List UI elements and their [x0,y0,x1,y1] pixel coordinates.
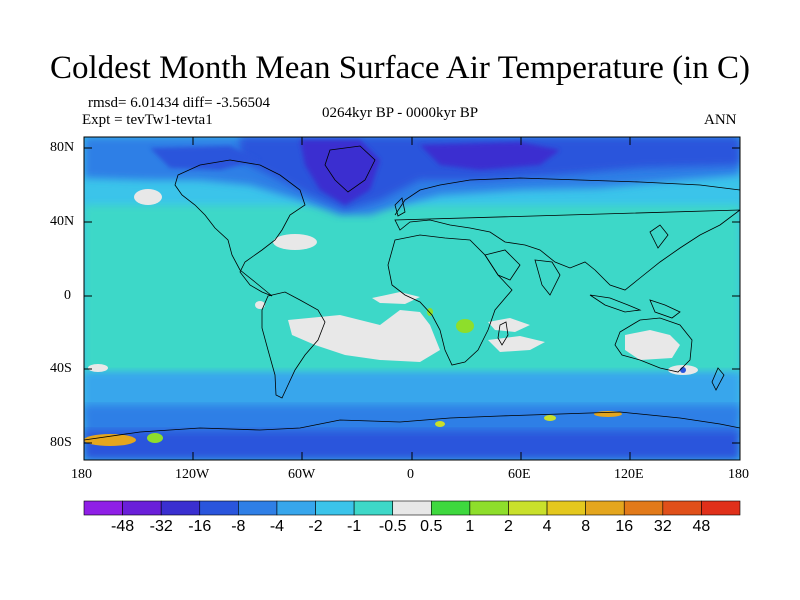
colorbar [83,500,741,516]
temperature-field [84,137,740,460]
colorbar-swatch [276,500,316,516]
lon-label-180e: 180 [728,467,749,482]
colorbar-swatch [508,500,548,516]
colorbar-swatch [122,500,162,516]
colorbar-label: 4 [542,518,552,535]
lat-label-equator: 0 [64,288,71,303]
period-text: 0264kyr BP - 0000kyr BP [322,105,479,121]
plot-title: Coldest Month Mean Surface Air Temperatu… [50,50,750,86]
colorbar-swatch [238,500,278,516]
rmsd-diff-text: rmsd= 6.01434 diff= -3.56504 [88,95,271,111]
colorbar-swatch [353,500,394,516]
lat-label-40n: 40N [50,214,75,229]
colorbar-label: 1 [465,518,475,535]
lon-label-60e: 60E [508,467,531,482]
lat-label-80n: 80N [50,140,75,155]
colorbar-label: 8 [581,518,591,535]
coastlines [84,145,740,441]
colorbar-swatch [199,500,239,516]
lon-label-60w: 60W [288,467,316,482]
colorbar-swatch [469,500,509,516]
colorbar-label: -4 [269,518,285,535]
axis-ticks [83,137,741,460]
lat-label-80s: 80S [50,435,72,450]
lon-label-120w: 120W [175,467,210,482]
lat-label-40s: 40S [50,361,72,376]
colorbar-label: 16 [615,518,634,535]
colorbar-label: 0.5 [420,518,443,535]
lon-label-180w: 180 [71,467,92,482]
colorbar-swatch [315,500,355,516]
colorbar-label: -8 [231,518,246,535]
colorbar-swatch [160,500,201,516]
colorbar-swatch [392,500,432,516]
colorbar-swatch [83,500,123,516]
colorbar-label: -16 [188,518,212,535]
colorbar-label: 48 [692,518,711,535]
warm-patch [456,319,474,333]
experiment-text: Expt = tevTw1-tevta1 [82,112,213,128]
colorbar-swatch [430,500,471,516]
colorbar-swatch [546,500,586,516]
colorbar-label: -1 [346,518,362,535]
near-zero-patches [88,189,698,375]
season-text: ANN [704,112,737,128]
colorbar-label: -2 [308,518,323,535]
colorbar-swatch [585,500,625,516]
colorbar-label: 32 [653,518,672,535]
colorbar-swatch [662,500,702,516]
colorbar-label: -32 [149,518,173,535]
lon-label-0: 0 [407,467,414,482]
colorbar-label: -0.5 [378,518,407,535]
colorbar-label: 2 [504,518,513,535]
colorbar-label: -48 [111,518,135,535]
colorbar-swatch [623,500,664,516]
lon-label-120e: 120E [614,467,644,482]
colorbar-swatch [701,500,741,516]
